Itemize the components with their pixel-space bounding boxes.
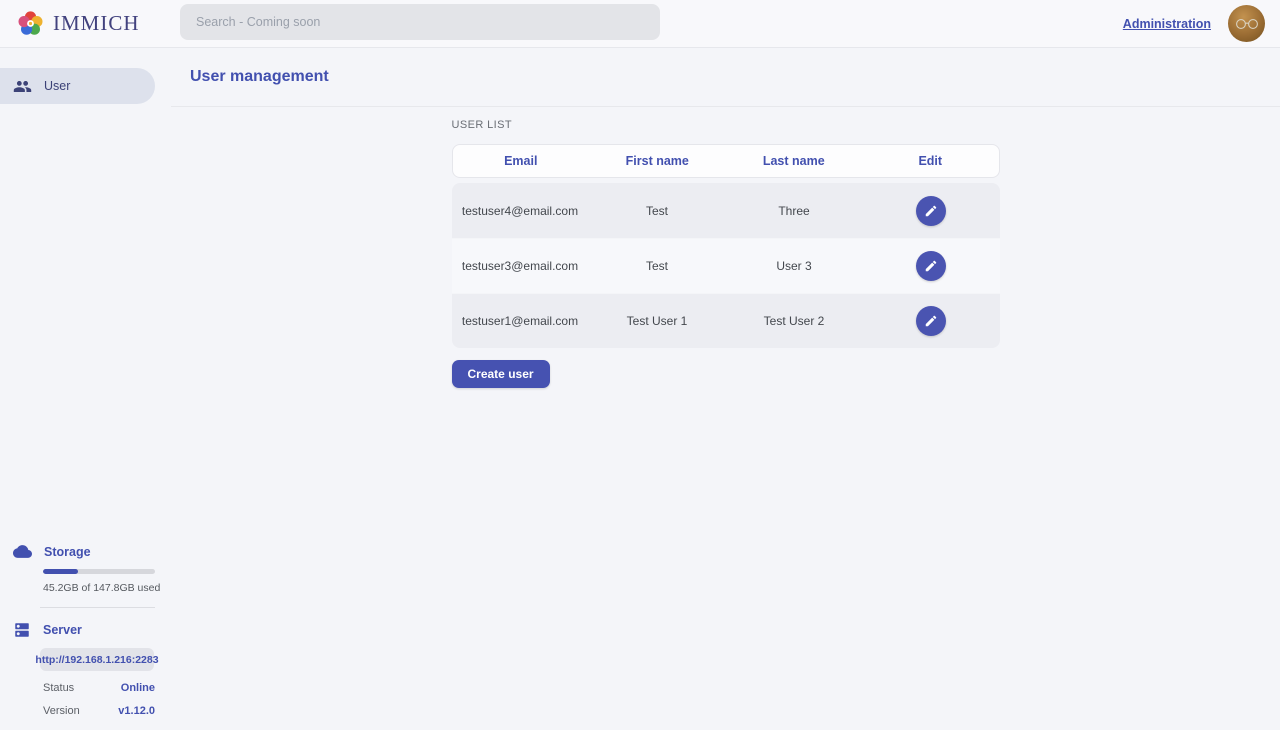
table-body: testuser4@email.com Test Three testuser3@em… bbox=[451, 183, 1000, 348]
create-user-button[interactable]: Create user bbox=[451, 360, 550, 388]
storage-usage-text: 45.2GB of 147.8GB used bbox=[43, 582, 161, 594]
user-table: USER LIST Email First name Last name Edi… bbox=[451, 119, 1000, 388]
topbar-right: Administration bbox=[1123, 5, 1280, 42]
immich-flower-icon bbox=[17, 10, 44, 37]
email-cell: testuser3@email.com bbox=[461, 259, 579, 273]
admin-sidebar: User Storage 45.2GB of 147.8GB used bbox=[0, 48, 171, 730]
top-bar: IMMICH Administration bbox=[0, 0, 1280, 48]
storage-section-title: Storage bbox=[0, 542, 171, 561]
app-title: IMMICH bbox=[53, 11, 140, 35]
column-header-first-name: First name bbox=[625, 154, 689, 168]
column-header-edit: Edit bbox=[918, 154, 943, 168]
edit-user-button[interactable] bbox=[916, 195, 946, 226]
column-header-last-name: Last name bbox=[762, 154, 825, 168]
status-value: Online bbox=[120, 682, 155, 694]
search-input[interactable] bbox=[196, 15, 644, 29]
user-avatar[interactable] bbox=[1228, 5, 1265, 42]
server-url-badge: http://192.168.1.216:2283 bbox=[35, 648, 159, 671]
glasses-icon bbox=[1235, 18, 1258, 29]
first-name-cell: Test bbox=[645, 259, 668, 273]
table-row: testuser4@email.com Test Three bbox=[451, 183, 1000, 238]
table-row: testuser1@email.com Test User 1 Test User … bbox=[451, 293, 1000, 348]
email-cell: testuser1@email.com bbox=[461, 314, 579, 328]
main-area: USER LIST Email First name Last name Edi… bbox=[171, 107, 1280, 730]
administration-link[interactable]: Administration bbox=[1122, 16, 1211, 31]
page-title: User management bbox=[190, 68, 329, 85]
version-label: Version bbox=[43, 705, 80, 717]
email-cell: testuser4@email.com bbox=[461, 203, 579, 218]
pencil-icon bbox=[925, 260, 937, 272]
version-value: v1.12.0 bbox=[118, 705, 155, 717]
storage-progress-bar bbox=[43, 569, 155, 574]
pencil-icon bbox=[925, 315, 937, 327]
search-bar[interactable] bbox=[180, 4, 660, 40]
server-section-title: Server bbox=[0, 621, 171, 639]
edit-cell bbox=[863, 251, 1000, 281]
sidebar-item-user[interactable]: User bbox=[0, 68, 155, 104]
edit-cell bbox=[863, 195, 1000, 226]
storage-title: Storage bbox=[44, 544, 91, 559]
cloud-icon bbox=[13, 542, 32, 561]
edit-cell bbox=[863, 306, 1000, 336]
user-list-label: USER LIST bbox=[451, 119, 512, 131]
server-title: Server bbox=[43, 623, 82, 637]
table-header-row: Email First name Last name Edit bbox=[451, 144, 1000, 178]
first-name-cell: Test bbox=[645, 203, 668, 218]
main-content: User management USER LIST Email First na… bbox=[171, 48, 1280, 730]
edit-user-button[interactable] bbox=[916, 251, 946, 281]
server-icon bbox=[13, 621, 31, 639]
server-version-row: Version v1.12.0 bbox=[43, 705, 155, 717]
table-row: testuser3@email.com Test User 3 bbox=[451, 238, 1000, 293]
sidebar-item-label: User bbox=[44, 79, 71, 93]
last-name-cell: Test User 2 bbox=[763, 314, 825, 328]
sidebar-status-panel: Storage 45.2GB of 147.8GB used Server ht… bbox=[0, 542, 171, 730]
last-name-cell: User 3 bbox=[776, 259, 812, 273]
pencil-icon bbox=[925, 205, 937, 216]
page-header: User management bbox=[171, 48, 1280, 107]
last-name-cell: Three bbox=[778, 203, 810, 218]
edit-user-button[interactable] bbox=[916, 306, 946, 336]
column-header-email: Email bbox=[504, 154, 538, 168]
status-label: Status bbox=[43, 682, 75, 694]
first-name-cell: Test User 1 bbox=[626, 314, 688, 328]
sidebar-divider bbox=[40, 607, 155, 608]
users-icon bbox=[13, 77, 32, 96]
immich-logo-link[interactable]: IMMICH bbox=[0, 10, 140, 37]
storage-progress-fill bbox=[43, 569, 78, 574]
server-status-row: Status Online bbox=[43, 682, 155, 694]
